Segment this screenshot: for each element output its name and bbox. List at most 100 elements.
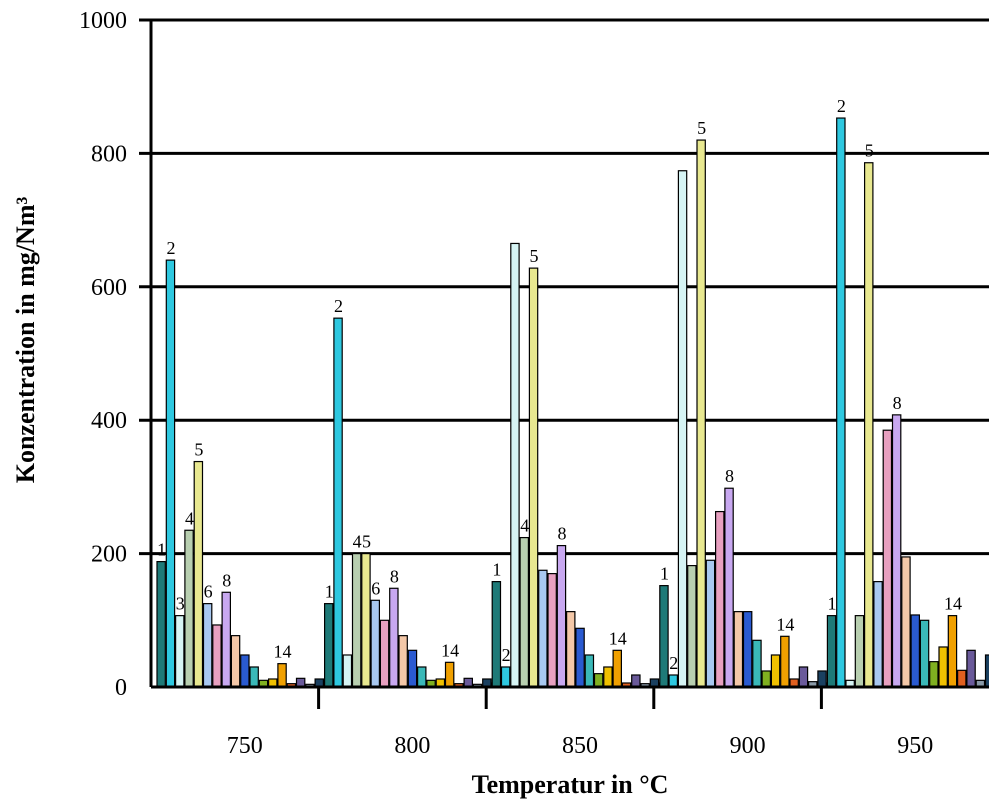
x-tick-labels: 750 800 850 900 950 — [227, 733, 933, 759]
bar-850-s4 — [519, 536, 529, 688]
bar-850-s13 — [603, 666, 613, 688]
bar-annotation: 14 — [609, 628, 627, 648]
bar-900-s12 — [761, 670, 771, 688]
bar-annotation: 5 — [194, 440, 203, 460]
bar-800-s2 — [333, 317, 343, 688]
bar-annotation: 8 — [222, 570, 231, 590]
bar-annotation: 1 — [325, 582, 334, 602]
bar-annotation: 1 — [660, 564, 669, 584]
bar-850-s11 — [584, 654, 595, 688]
bar-750-s2 — [165, 259, 176, 688]
bar-900-s11 — [752, 639, 762, 688]
bar-900-s16 — [798, 666, 809, 688]
bar-950-s14 — [947, 615, 958, 688]
bar-750-s7 — [212, 624, 222, 688]
bar-950-s11 — [919, 619, 930, 688]
bar-900-s18 — [817, 670, 827, 688]
bar-800-s1 — [324, 603, 334, 688]
bar-900-s2 — [668, 674, 678, 688]
bar-annotation: 2 — [334, 296, 343, 316]
bar-950-s1 — [826, 615, 837, 688]
bar-900-s3 — [677, 170, 688, 688]
y-tick-label: 400 — [91, 408, 127, 434]
bar-900-s1 — [659, 585, 669, 688]
bar-800-s8 — [389, 587, 399, 688]
x-tick-label: 950 — [897, 733, 933, 759]
bar-900-s6 — [705, 559, 716, 688]
bar-800-s10 — [407, 649, 418, 688]
bar-950-s6 — [873, 581, 883, 688]
bar-850-s3 — [510, 242, 520, 688]
bar-950-s15 — [956, 669, 967, 688]
bar-annotation: 3 — [176, 594, 185, 614]
bar-900-s13 — [770, 654, 781, 688]
bar-800-s4 — [351, 552, 362, 688]
bar-800-s7 — [379, 619, 390, 688]
bar-annotation: 8 — [557, 524, 566, 544]
bar-annotation: 5 — [697, 118, 706, 138]
bar-annotation: 8 — [390, 566, 399, 586]
x-tick-label: 850 — [562, 733, 598, 759]
y-tick-label: 600 — [91, 275, 127, 301]
bar-850-s16 — [631, 674, 641, 688]
bar-900-s10 — [742, 611, 753, 688]
gridlines — [139, 18, 989, 556]
x-tick-label: 900 — [730, 733, 766, 759]
bar-annotation: 4 — [185, 508, 194, 528]
bar-850-s9 — [565, 611, 576, 688]
y-tick-label: 800 — [91, 141, 127, 167]
bar-annotation: 5 — [530, 246, 539, 266]
bar-annotation: 8 — [725, 466, 734, 486]
bar-annotation: 6 — [204, 582, 213, 602]
bar-900-s7 — [714, 510, 725, 688]
axes — [149, 20, 989, 709]
bar-950-s18 — [984, 654, 989, 688]
bar-850-s14 — [612, 649, 622, 688]
bar-850-s10 — [575, 627, 585, 688]
bar-800-s6 — [370, 599, 381, 688]
bar-750-s8 — [221, 591, 232, 688]
bar-900-s4 — [687, 565, 697, 688]
bar-950-s7 — [882, 429, 893, 688]
bar-annotation: 5 — [865, 141, 874, 161]
bar-950-s9 — [901, 556, 911, 688]
bar-850-s12 — [593, 673, 604, 688]
bar-annotation: 4 — [520, 516, 529, 536]
bar-annotation: 8 — [893, 393, 902, 413]
x-tick-label: 800 — [394, 733, 430, 759]
bar-750-s6 — [202, 603, 213, 688]
bar-750-s3 — [175, 615, 185, 688]
bar-950-s2 — [836, 117, 846, 688]
bar-annotation: 2 — [502, 645, 511, 665]
bar-800-s3 — [342, 654, 353, 688]
bar-950-s12 — [929, 661, 939, 688]
bar-annotation: 14 — [944, 594, 962, 614]
bar-950-s16 — [966, 649, 976, 688]
bar-800-s11 — [417, 666, 427, 688]
bar-850-s8 — [556, 544, 567, 688]
bar-950-s4 — [854, 615, 865, 688]
bar-850-s6 — [538, 569, 548, 688]
bar-950-s8 — [891, 414, 902, 688]
y-tick-label: 0 — [115, 675, 127, 701]
y-axis-title: Konzentration in mg/Nm³ — [11, 197, 40, 484]
bar-850-s5 — [528, 267, 539, 688]
bar-950-s13 — [938, 646, 948, 688]
bar-annotation: 2 — [837, 96, 846, 116]
x-tick-label: 750 — [227, 733, 263, 759]
bar-800-s5 — [361, 552, 371, 688]
bar-annotation: 14 — [776, 614, 794, 634]
bar-annotation: 6 — [371, 578, 380, 598]
bar-series — [156, 117, 989, 688]
bar-annotation: 1 — [492, 560, 501, 580]
bar-annotation: 4 — [353, 532, 362, 552]
bar-950-s10 — [910, 614, 920, 688]
bar-750-s4 — [184, 529, 194, 688]
bar-annotation: 5 — [362, 532, 371, 552]
bar-800-s9 — [398, 635, 408, 688]
bar-900-s9 — [733, 611, 744, 688]
bar-annotation: 14 — [441, 640, 459, 660]
y-tick-label: 1000 — [79, 8, 127, 34]
